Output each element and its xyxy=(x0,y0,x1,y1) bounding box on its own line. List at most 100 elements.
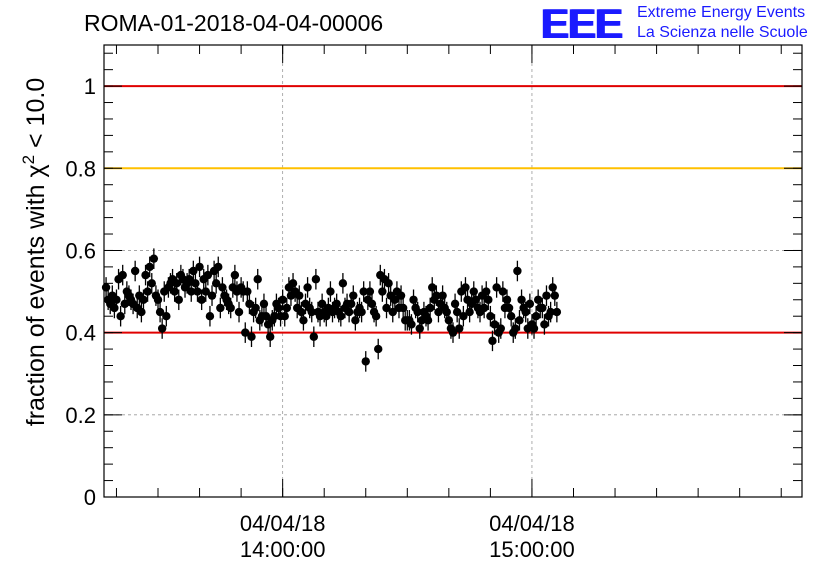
data-point xyxy=(207,285,217,306)
data-marker xyxy=(469,287,478,296)
data-point xyxy=(525,293,535,315)
data-marker xyxy=(465,307,474,317)
data-marker xyxy=(311,275,321,284)
data-point xyxy=(349,285,358,306)
logo-tagline-1: Extreme Energy Events xyxy=(637,4,806,21)
data-point xyxy=(425,297,435,319)
data-marker xyxy=(139,295,148,304)
data-marker xyxy=(448,328,458,337)
axis-ticks xyxy=(104,45,802,498)
data-point xyxy=(226,297,235,319)
data-marker xyxy=(455,324,464,333)
data-point xyxy=(130,260,140,282)
data-marker xyxy=(351,316,360,325)
data-marker xyxy=(484,295,493,304)
data-point xyxy=(496,318,505,339)
data-marker xyxy=(278,295,287,304)
data-point xyxy=(455,318,464,339)
data-point xyxy=(174,289,183,311)
data-point xyxy=(371,305,381,327)
run-title: ROMA-01-2018-04-04-00006 xyxy=(84,10,384,36)
data-marker xyxy=(552,307,562,317)
data-marker xyxy=(299,316,308,325)
y-tick-labels: 0 0.2 0.4 0.6 0.8 1 xyxy=(65,74,96,510)
data-marker xyxy=(529,324,539,333)
data-marker xyxy=(490,320,499,329)
data-marker xyxy=(506,312,516,321)
data-marker xyxy=(542,291,551,300)
data-point xyxy=(172,273,181,294)
data-point xyxy=(452,301,462,323)
data-points xyxy=(101,248,562,372)
y-axis-label: fraction of events with χ2 < 10.0 xyxy=(19,78,50,426)
x-tick-label-date: 04/04/18 xyxy=(489,511,575,536)
data-marker xyxy=(515,316,524,325)
data-marker xyxy=(517,295,526,304)
data-marker xyxy=(444,316,454,325)
data-point xyxy=(203,264,213,286)
data-marker xyxy=(461,283,470,292)
data-marker xyxy=(450,299,460,309)
x-tick-label-time: 14:00:00 xyxy=(240,537,326,562)
data-point xyxy=(303,277,312,298)
data-point xyxy=(149,248,159,269)
data-marker xyxy=(141,270,150,280)
data-point xyxy=(234,301,244,323)
data-marker xyxy=(211,279,221,288)
data-point xyxy=(147,273,156,294)
data-marker xyxy=(241,328,250,337)
data-marker xyxy=(382,303,391,313)
data-point xyxy=(382,297,391,319)
data-marker xyxy=(174,295,183,304)
data-point xyxy=(118,264,127,286)
data-marker xyxy=(511,324,520,333)
data-marker xyxy=(540,320,549,329)
data-point xyxy=(374,338,383,360)
data-point xyxy=(307,301,316,323)
data-marker xyxy=(326,287,335,296)
data-point xyxy=(241,322,250,343)
data-marker xyxy=(116,312,125,321)
data-marker xyxy=(367,299,377,309)
data-marker xyxy=(112,295,121,304)
data-marker xyxy=(153,295,163,304)
data-point xyxy=(247,326,256,348)
data-point xyxy=(538,297,547,319)
data-marker xyxy=(398,303,408,313)
data-marker xyxy=(338,279,348,288)
data-point xyxy=(197,289,206,311)
data-point xyxy=(486,305,495,327)
data-point xyxy=(259,293,269,315)
data-point xyxy=(540,314,549,335)
data-marker xyxy=(482,287,491,296)
data-marker xyxy=(347,299,356,309)
data-marker xyxy=(496,324,505,333)
data-marker xyxy=(452,307,462,317)
data-marker xyxy=(243,287,252,296)
data-marker xyxy=(438,291,447,300)
data-marker xyxy=(214,262,223,272)
data-marker xyxy=(101,283,111,292)
data-marker xyxy=(195,262,204,272)
data-point xyxy=(552,301,562,323)
data-point xyxy=(359,281,368,302)
y-tick-label: 0.2 xyxy=(65,403,96,428)
data-point xyxy=(230,264,240,286)
data-point xyxy=(214,256,223,278)
data-marker xyxy=(407,320,416,329)
logo-tagline-2: La Scienza nelle Scuole xyxy=(637,24,808,41)
data-marker xyxy=(245,299,254,309)
data-point xyxy=(112,289,121,311)
data-marker xyxy=(538,303,547,313)
data-marker xyxy=(533,295,543,304)
data-marker xyxy=(145,262,154,272)
data-point xyxy=(282,297,292,319)
data-point xyxy=(336,305,346,327)
data-marker xyxy=(357,307,366,317)
data-marker xyxy=(413,307,422,317)
data-marker xyxy=(157,324,167,333)
data-point xyxy=(162,305,171,327)
data-point xyxy=(550,285,559,306)
